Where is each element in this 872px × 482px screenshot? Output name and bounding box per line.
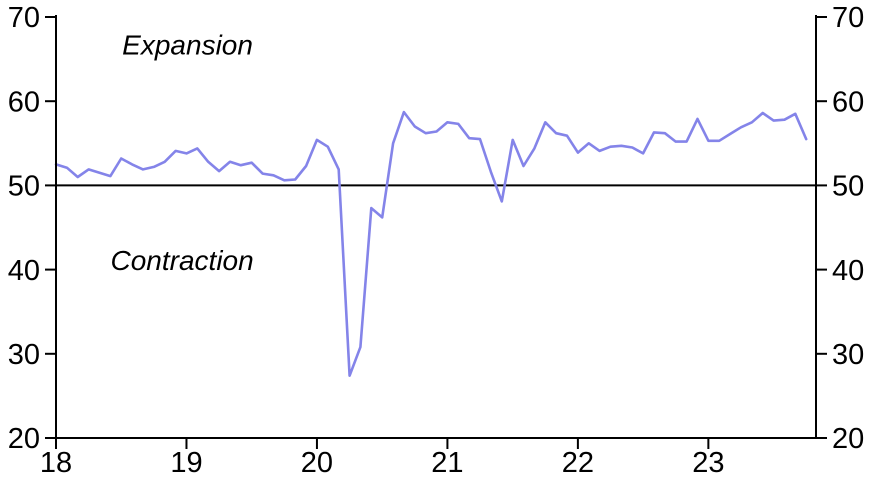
- expansion-label: Expansion: [122, 30, 253, 61]
- x-axis-label: 19: [170, 447, 202, 479]
- y-axis-label-left: 40: [8, 255, 40, 287]
- y-axis-label-right: 20: [832, 423, 864, 455]
- y-axis-label-right: 60: [832, 86, 864, 118]
- x-axis-label: 23: [692, 447, 724, 479]
- y-axis-label-right: 30: [832, 339, 864, 371]
- x-axis-label: 21: [431, 447, 463, 479]
- y-axis-label-right: 50: [832, 171, 864, 203]
- x-axis-label: 22: [562, 447, 594, 479]
- pmi-line-series: [54, 110, 808, 378]
- y-axis-label-left: 30: [8, 339, 40, 371]
- y-axis-label-right: 40: [832, 255, 864, 287]
- x-axis-label: 20: [301, 447, 333, 479]
- y-axis-label-left: 20: [8, 423, 40, 455]
- y-axis-label-left: 60: [8, 86, 40, 118]
- contraction-label: Contraction: [111, 245, 254, 276]
- x-axis-label: 18: [40, 447, 72, 479]
- y-axis-label-left: 70: [8, 2, 40, 34]
- y-axis-label-left: 50: [8, 171, 40, 203]
- y-axis-label-right: 70: [832, 2, 864, 34]
